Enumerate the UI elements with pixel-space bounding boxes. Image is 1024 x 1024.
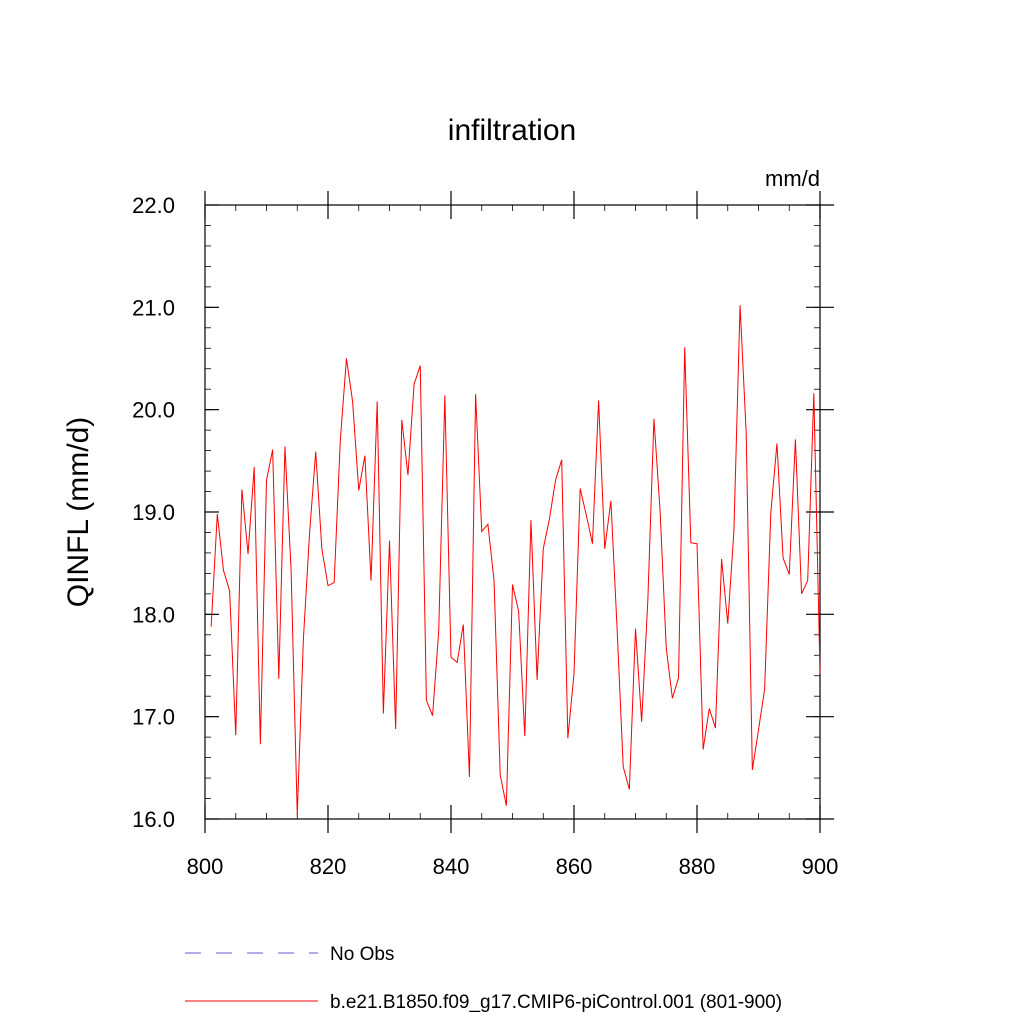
chart-title: infiltration (448, 114, 576, 147)
y-tick-label: 20.0 (132, 398, 175, 423)
y-axis-label: QINFL (mm/d) (62, 417, 95, 608)
y-tick-label: 16.0 (132, 807, 175, 832)
y-tick-label: 21.0 (132, 295, 175, 320)
series-line (210, 305, 821, 815)
units-label: mm/d (765, 166, 820, 191)
major-ticks (204, 191, 834, 833)
y-tick-label: 17.0 (132, 705, 175, 730)
minor-ticks (204, 204, 821, 820)
x-tick-labels: 800 820 840 860 880 900 (187, 854, 839, 879)
x-tick-label: 800 (187, 854, 224, 879)
y-tick-label: 19.0 (132, 500, 175, 525)
y-tick-labels: 16.0 17.0 18.0 19.0 20.0 21.0 22.0 (132, 193, 175, 832)
x-tick-label: 880 (679, 854, 716, 879)
plot-frame (204, 204, 821, 820)
legend-obs-label: No Obs (330, 944, 394, 965)
x-tick-label: 900 (802, 854, 839, 879)
plot-area: 800 820 840 860 880 900 16.0 17.0 18.0 19.0 20.0 2… (132, 191, 838, 879)
data-points (210, 304, 822, 817)
x-tick-label: 860 (556, 854, 593, 879)
y-tick-label: 22.0 (132, 193, 175, 218)
legend: No Obs b.e21.B1850.f09_g17.CMIP6-piContr… (185, 944, 782, 1013)
legend-series-label: b.e21.B1850.f09_g17.CMIP6-piControl.001 … (330, 992, 782, 1013)
y-tick-label: 18.0 (132, 602, 175, 627)
x-tick-label: 820 (310, 854, 347, 879)
x-tick-label: 840 (433, 854, 470, 879)
